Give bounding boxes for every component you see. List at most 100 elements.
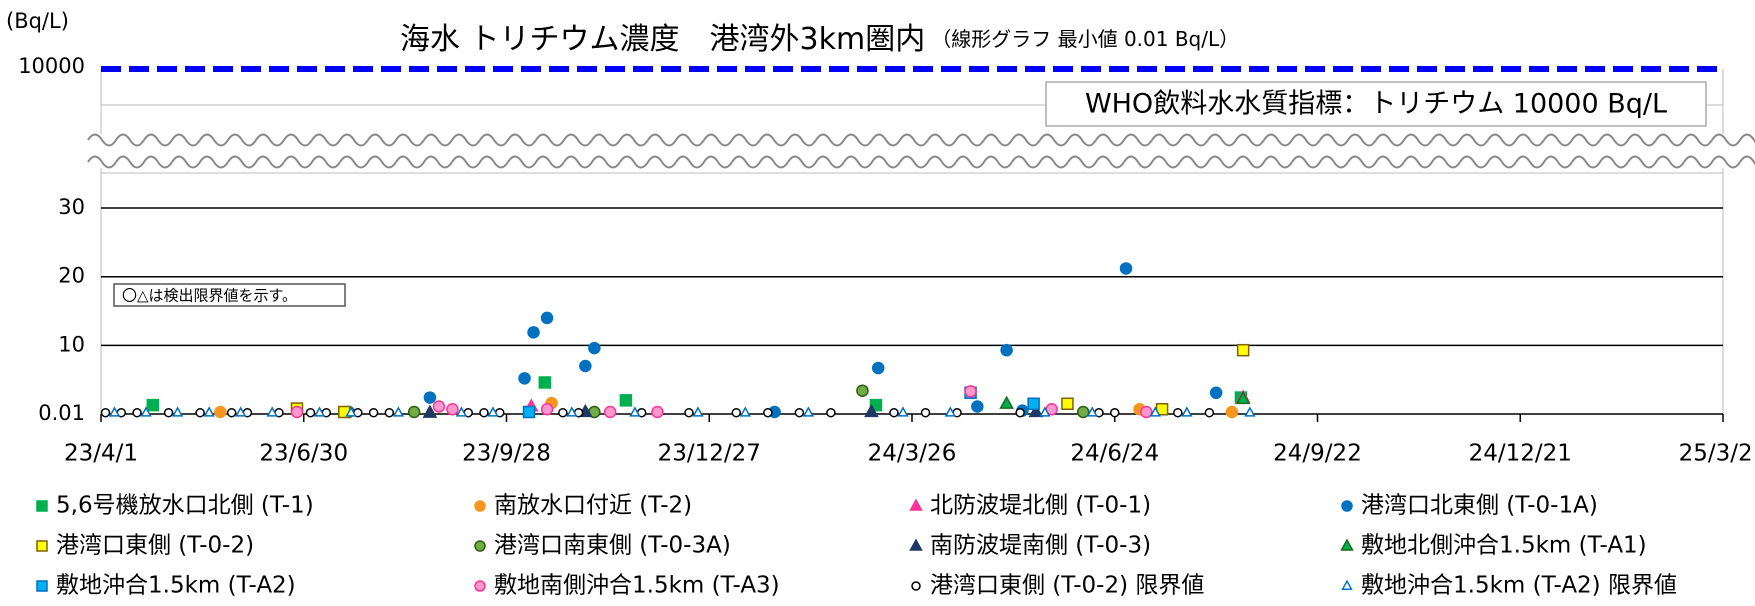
data-point xyxy=(163,407,174,418)
y-tick-label: 20 xyxy=(58,264,85,288)
data-point xyxy=(794,407,805,418)
data-point xyxy=(889,407,899,418)
y-axis-unit: (Bq/L) xyxy=(6,9,69,33)
data-point xyxy=(629,406,641,417)
data-point xyxy=(108,406,121,417)
legend-entry: 南放水口付近 (T-2) xyxy=(474,493,692,519)
series xyxy=(999,390,1251,409)
data-point xyxy=(214,405,227,419)
data-point xyxy=(558,407,568,418)
data-point xyxy=(731,407,742,418)
data-point xyxy=(920,407,931,418)
data-point xyxy=(1244,406,1256,417)
data-point xyxy=(1173,407,1183,418)
data-point xyxy=(1110,407,1120,418)
data-point xyxy=(487,406,499,417)
axis-break-wave xyxy=(87,155,1755,169)
data-point xyxy=(446,403,459,416)
legend-label: 敷地沖合1.5km (T-A2) xyxy=(56,573,296,599)
data-point xyxy=(518,372,531,385)
x-tick-label: 23/4/1 xyxy=(64,441,138,467)
data-point xyxy=(290,405,304,419)
data-point xyxy=(1204,407,1215,418)
series xyxy=(342,262,1223,419)
data-point xyxy=(313,406,326,417)
series xyxy=(214,396,1239,419)
legend-label: 北防波堤北側 (T-0-1) xyxy=(930,493,1151,519)
axis-break-wave xyxy=(87,133,1755,147)
y-tick-label: 10 xyxy=(58,332,85,356)
series xyxy=(108,406,1256,417)
data-point xyxy=(132,407,142,418)
data-point xyxy=(739,406,751,417)
data-point xyxy=(897,406,909,417)
x-tick-label: 23/12/27 xyxy=(658,441,761,467)
legend-label: 港湾口南東側 (T-0-3A) xyxy=(494,533,731,559)
data-point xyxy=(422,404,438,418)
data-point xyxy=(871,361,885,375)
data-point xyxy=(522,405,536,419)
legend-swatch xyxy=(474,540,486,552)
y-tick-label: 10000 xyxy=(18,54,85,78)
legend-swatch xyxy=(36,540,48,552)
data-point xyxy=(540,311,554,325)
legend-swatch xyxy=(474,500,486,512)
annotation-text: WHO飲料水水質指標：トリチウム 10000 Bq/L xyxy=(1085,89,1667,120)
legend-label: 南防波堤南側 (T-0-3) xyxy=(930,533,1151,559)
note-box xyxy=(113,283,346,307)
legend-entry: 敷地沖合1.5km (T-A2) xyxy=(36,573,296,599)
x-tick-label: 24/3/26 xyxy=(868,441,957,467)
x-tick-label: 23/6/30 xyxy=(259,441,348,467)
data-point xyxy=(579,359,592,373)
y-tick-label: 30 xyxy=(58,195,85,219)
annotation-box xyxy=(1045,81,1707,127)
data-point xyxy=(1225,405,1239,419)
data-point xyxy=(407,405,421,419)
legend-swatch xyxy=(1341,500,1353,512)
legend-label: 港湾口東側 (T-0-2) xyxy=(56,533,254,559)
axis-break-gap xyxy=(88,134,1743,168)
data-point xyxy=(540,403,554,416)
data-point xyxy=(305,407,316,418)
data-point xyxy=(100,407,111,418)
series xyxy=(100,407,1215,418)
data-point xyxy=(146,398,160,412)
y-tick-label: 0.01 xyxy=(38,401,85,425)
data-point xyxy=(171,406,184,417)
data-point xyxy=(195,407,205,418)
data-point xyxy=(1236,343,1250,357)
data-point xyxy=(826,407,836,418)
data-point xyxy=(1119,262,1133,275)
data-point xyxy=(1140,405,1153,419)
data-point xyxy=(802,406,815,417)
legend-entry: 港湾口南東側 (T-0-3A) xyxy=(474,533,731,559)
data-point xyxy=(1028,403,1044,418)
data-point xyxy=(527,326,540,339)
legend-label: 敷地北側沖合1.5km (T-A1) xyxy=(1361,533,1647,559)
x-tick-label: 24/6/24 xyxy=(1070,441,1159,467)
legend-label: 敷地沖合1.5km (T-A2) 限界値 xyxy=(1361,573,1677,599)
data-point xyxy=(432,400,446,413)
data-point xyxy=(423,391,437,404)
data-point xyxy=(1000,343,1013,357)
data-point xyxy=(392,406,405,417)
data-point xyxy=(684,407,694,418)
series xyxy=(407,384,1090,419)
data-point xyxy=(944,406,956,417)
legend-swatch xyxy=(911,581,921,591)
x-tick-label: 24/9/22 xyxy=(1273,441,1362,467)
legend-entry: 敷地沖合1.5km (T-A2) 限界値 xyxy=(1341,573,1677,599)
data-point xyxy=(455,406,468,417)
data-point xyxy=(345,406,357,417)
data-point xyxy=(763,407,773,418)
data-point xyxy=(971,400,984,413)
data-point xyxy=(140,406,152,417)
data-point xyxy=(651,405,664,419)
data-point xyxy=(1076,405,1090,419)
data-point xyxy=(603,405,617,419)
legend-swatch xyxy=(1341,579,1353,590)
data-point xyxy=(1039,406,1051,417)
x-tick-label: 24/12/21 xyxy=(1469,441,1572,467)
data-point xyxy=(1061,397,1074,411)
series xyxy=(290,385,1153,419)
